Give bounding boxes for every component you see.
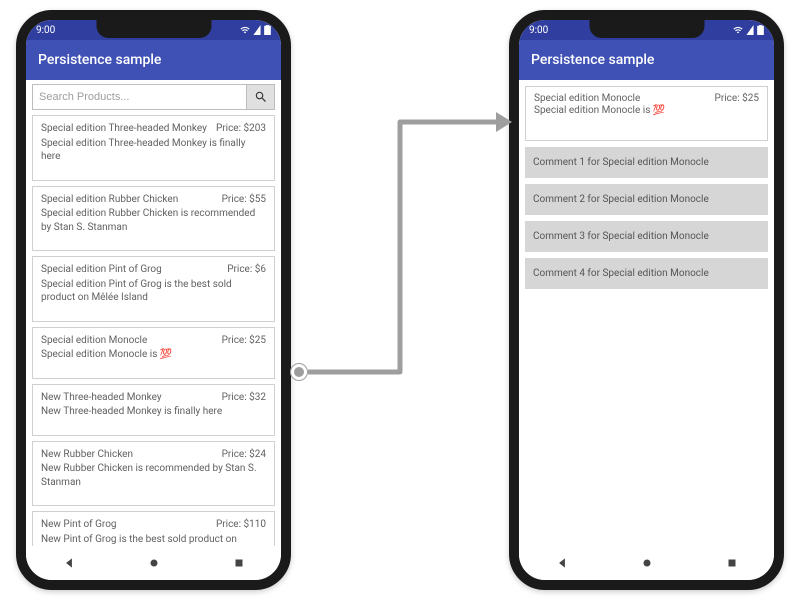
wifi-icon: [733, 25, 743, 35]
android-nav-bar: [519, 546, 774, 580]
product-price: Price: $24: [214, 448, 266, 462]
product-list-body: Special edition Three-headed MonkeyPrice…: [26, 80, 281, 546]
comment-card[interactable]: Comment 1 for Special edition Monocle: [525, 147, 768, 178]
signal-icon: [253, 25, 261, 35]
product-description: Special edition Rubber Chicken is recomm…: [41, 207, 266, 234]
detail-price: Price: $25: [715, 93, 759, 104]
tap-origin-dot: [291, 364, 307, 380]
back-icon[interactable]: [62, 556, 76, 570]
product-title: New Rubber Chicken: [41, 448, 133, 462]
device-notch: [589, 18, 704, 38]
app-title: Persistence sample: [531, 52, 654, 68]
search-button[interactable]: [246, 85, 274, 109]
wifi-icon: [240, 25, 250, 35]
product-detail-body: Special edition Monocle Price: $25 Speci…: [519, 80, 774, 546]
detail-title: Special edition Monocle: [534, 93, 640, 104]
product-description: New Rubber Chicken is recommended by Sta…: [41, 462, 266, 489]
product-card[interactable]: New Rubber Chicken Price: $24New Rubber C…: [32, 441, 275, 507]
status-icons: [733, 25, 764, 35]
status-time: 9:00: [529, 25, 548, 36]
product-price: Price: $6: [219, 263, 266, 277]
battery-icon: [757, 25, 764, 35]
android-nav-bar: [26, 546, 281, 580]
product-title: Special edition Rubber Chicken: [41, 193, 178, 207]
product-description: Special edition Three-headed Monkey is f…: [41, 137, 266, 164]
product-price: Price: $32: [214, 391, 266, 405]
comment-card[interactable]: Comment 4 for Special edition Monocle: [525, 258, 768, 289]
product-title: Special edition Monocle: [41, 334, 147, 348]
phone-detail-screen: 9:00 Persistence sample Special edition …: [509, 10, 784, 590]
product-detail-card[interactable]: Special edition Monocle Price: $25 Speci…: [525, 86, 768, 141]
product-card[interactable]: Special edition Pint of Grog Price: $6Spe…: [32, 256, 275, 322]
app-bar: Persistence sample: [519, 40, 774, 80]
search-icon: [254, 90, 268, 104]
detail-description: Special edition Monocle is 💯: [534, 105, 759, 116]
product-description: Special edition Monocle is 💯: [41, 348, 266, 362]
product-title: New Three-headed Monkey: [41, 391, 162, 405]
product-description: New Pint of Grog is the best sold produc…: [41, 533, 266, 547]
product-price: Price: $55: [214, 193, 266, 207]
recent-icon[interactable]: [232, 556, 246, 570]
signal-icon: [746, 25, 754, 35]
search-row: [32, 84, 275, 110]
product-price: Price: $110: [208, 518, 266, 532]
device-notch: [96, 18, 211, 38]
product-card[interactable]: Special edition Monocle Price: $25Special…: [32, 327, 275, 379]
product-title: Special edition Three-headed Monkey: [41, 122, 207, 136]
status-icons: [240, 25, 271, 35]
product-description: Special edition Pint of Grog is the best…: [41, 278, 266, 305]
status-time: 9:00: [36, 25, 55, 36]
product-title: New Pint of Grog: [41, 518, 117, 532]
phone-list-screen: 9:00 Persistence sample Special edition …: [16, 10, 291, 590]
product-price: Price: $203: [208, 122, 266, 136]
battery-icon: [264, 25, 271, 35]
app-bar: Persistence sample: [26, 40, 281, 80]
app-title: Persistence sample: [38, 52, 161, 68]
home-icon[interactable]: [640, 556, 654, 570]
product-card[interactable]: Special edition Three-headed MonkeyPrice…: [32, 115, 275, 181]
product-price: Price: $25: [214, 334, 266, 348]
comment-card[interactable]: Comment 3 for Special edition Monocle: [525, 221, 768, 252]
comment-card[interactable]: Comment 2 for Special edition Monocle: [525, 184, 768, 215]
back-icon[interactable]: [555, 556, 569, 570]
recent-icon[interactable]: [725, 556, 739, 570]
product-description: New Three-headed Monkey is finally here: [41, 405, 266, 419]
product-card[interactable]: Special edition Rubber Chicken Price: $55…: [32, 186, 275, 252]
product-title: Special edition Pint of Grog: [41, 263, 162, 277]
product-card[interactable]: New Three-headed Monkey Price: $32New Thr…: [32, 384, 275, 436]
product-card[interactable]: New Pint of Grog Price: $110New Pint of G…: [32, 511, 275, 546]
navigation-arrow: [300, 110, 514, 380]
home-icon[interactable]: [147, 556, 161, 570]
search-input[interactable]: [33, 85, 246, 109]
